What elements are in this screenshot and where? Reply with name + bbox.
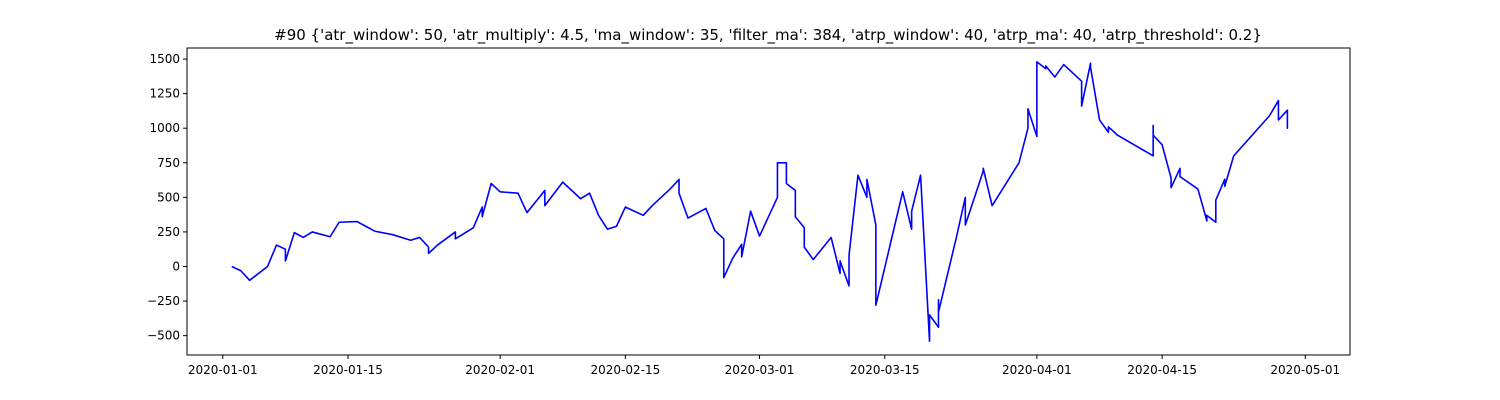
x-tick-label: 2020-03-15 [850, 363, 920, 377]
y-tick-label: 500 [157, 190, 180, 204]
y-tick-label: 1250 [149, 87, 180, 101]
y-tick-label: 750 [157, 156, 180, 170]
x-tick-label: 2020-02-15 [590, 363, 660, 377]
x-tick-label: 2020-01-01 [188, 363, 258, 377]
data-line [231, 61, 1289, 342]
y-tick-label: 1000 [149, 121, 180, 135]
y-tick-label: 250 [157, 225, 180, 239]
y-tick-label: −500 [147, 329, 180, 343]
x-tick-label: 2020-04-01 [1002, 363, 1072, 377]
y-tick-label: 1500 [149, 52, 180, 66]
x-tick-label: 2020-02-01 [465, 363, 535, 377]
plot-frame [186, 47, 1351, 356]
chart-title: #90 {'atr_window': 50, 'atr_multiply': 4… [274, 26, 1262, 45]
x-tick-label: 2020-05-01 [1270, 363, 1340, 377]
x-tick-label: 2020-03-01 [725, 363, 795, 377]
y-tick-label: −250 [147, 294, 180, 308]
y-tick-label: 0 [172, 259, 180, 273]
x-tick-label: 2020-04-15 [1127, 363, 1197, 377]
x-tick-label: 2020-01-15 [313, 363, 383, 377]
